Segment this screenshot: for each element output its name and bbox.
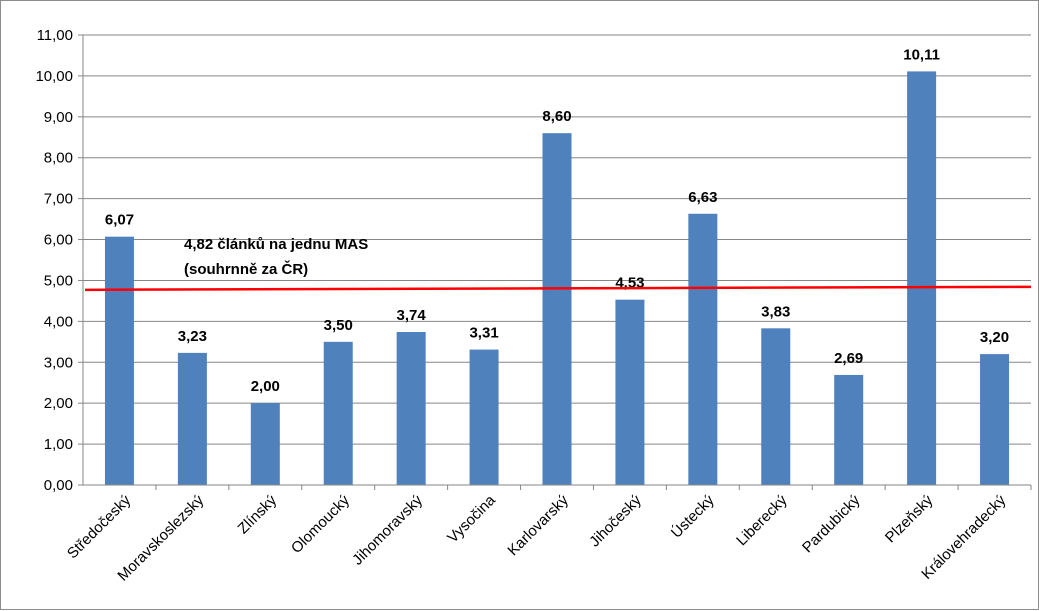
bar [615, 299, 645, 485]
bar [323, 341, 353, 485]
data-label: 3,74 [397, 307, 427, 324]
data-label: 3,31 [469, 325, 498, 342]
data-label: 6,07 [105, 212, 134, 229]
y-tick-label: 7,00 [44, 191, 73, 208]
bar [396, 332, 426, 485]
y-axis-tick-labels: 0,00 1,00 2,00 3,00 4,00 5,00 6,00 7,00 8,00 9,00… [35, 27, 73, 494]
data-label: 2,00 [251, 378, 280, 395]
data-label: 8,60 [542, 108, 571, 125]
data-label: 3,23 [178, 328, 207, 345]
y-tick-label: 10,00 [35, 68, 73, 85]
y-tick-label: 4,00 [44, 313, 73, 330]
bar [688, 213, 718, 486]
x-tick-label: Liberecký [733, 491, 791, 549]
x-tick-label: Jihomoravský [349, 491, 426, 568]
data-labels: 6,073,232,003,503,743,318,604,536,633,83… [105, 46, 1009, 395]
reference-line-sublabel: (souhrnně za ČR) [184, 260, 308, 278]
bar [104, 236, 134, 485]
bar [907, 71, 937, 485]
bar [177, 352, 207, 485]
data-label: 3,83 [761, 303, 790, 320]
bar [542, 133, 572, 485]
reference-line-label: 4,82 článků na jednu MAS [184, 236, 368, 253]
x-tick-label: Ústecký [668, 491, 718, 541]
y-tick-label: 2,00 [44, 395, 73, 412]
x-tick-label: Plzeňský [882, 491, 937, 546]
bar [250, 403, 280, 485]
bar [834, 374, 864, 485]
x-tick-label: Karlovarský [504, 491, 572, 559]
x-tick-label: Olomoucký [288, 491, 353, 556]
reference-line [84, 285, 1032, 292]
x-tick-label: Pardubický [799, 491, 864, 556]
x-tick-label: Středočeský [64, 491, 135, 562]
y-tick-label: 0,00 [44, 477, 73, 494]
y-tick-label: 9,00 [44, 109, 73, 126]
y-tick-label: 6,00 [44, 232, 73, 249]
data-label: 6,63 [688, 189, 717, 206]
y-tick-label: 5,00 [44, 272, 73, 289]
bar [761, 328, 791, 485]
bar [469, 349, 499, 485]
y-tick-label: 11,00 [37, 27, 73, 44]
data-label: 3,50 [324, 317, 353, 334]
x-tick-label: Jihočeský [586, 491, 645, 550]
x-tick-label: Vysočina [444, 491, 499, 546]
x-tick-label: Zlínský [235, 491, 281, 537]
bar [980, 354, 1010, 485]
data-label: 2,69 [834, 350, 863, 367]
y-tick-label: 8,00 [44, 150, 73, 167]
data-label: 10,11 [903, 46, 940, 63]
data-label: 3,20 [980, 329, 1009, 346]
bars [104, 71, 1010, 486]
y-tick-label: 3,00 [44, 354, 73, 371]
y-tick-label: 1,00 [44, 436, 73, 453]
